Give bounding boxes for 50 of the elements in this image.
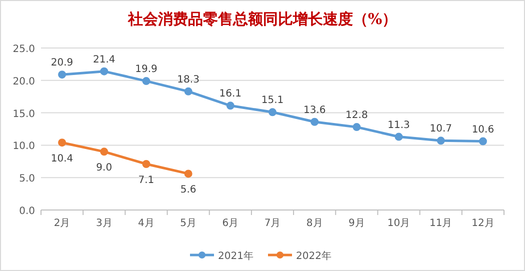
data-label: 12.8: [346, 110, 368, 122]
data-label: 7.1: [138, 174, 154, 186]
point: [436, 136, 445, 145]
x-tick-label: 6月: [222, 218, 239, 229]
x-tick-label: 3月: [96, 218, 112, 229]
point: [310, 118, 319, 126]
point: [100, 67, 108, 76]
x-tick-label: 4月: [138, 218, 154, 229]
point: [226, 102, 234, 110]
x-tick-label: 9月: [348, 218, 365, 229]
point: [58, 138, 66, 147]
x-tick-label: 12月: [472, 218, 494, 229]
data-label: 11.3: [388, 120, 410, 131]
data-label: 18.3: [177, 74, 200, 86]
data-label: 10.4: [50, 154, 74, 165]
x-tick-label: 10月: [387, 218, 410, 229]
legend-label: 2021年: [218, 250, 254, 262]
point: [268, 108, 276, 116]
data-label: 19.9: [135, 64, 158, 76]
point: [184, 170, 192, 178]
point: [394, 132, 403, 141]
y-tick-label: 15.0: [12, 108, 35, 120]
x-tick-label: 5月: [180, 218, 197, 229]
point: [142, 77, 150, 86]
point: [58, 70, 66, 79]
chart-title: 社会消费品零售总额同比增长速度（%）: [126, 10, 398, 28]
point: [352, 123, 361, 132]
data-label: 10.6: [472, 124, 494, 136]
x-tick-label: 7月: [264, 218, 281, 229]
point: [478, 137, 487, 146]
point: [100, 148, 108, 156]
legend-label: 2022年: [296, 250, 332, 262]
point: [142, 160, 150, 168]
point: [184, 87, 192, 96]
y-tick-label: 25.0: [12, 44, 35, 55]
data-label: 21.4: [93, 54, 116, 66]
x-tick-label: 11月: [429, 218, 452, 229]
x-tick-label: 8月: [306, 218, 323, 229]
data-label: 15.1: [261, 95, 284, 106]
data-label: 10.7: [430, 124, 452, 135]
data-label: 9.0: [96, 162, 112, 174]
data-label: 16.1: [219, 88, 242, 100]
data-label: 13.6: [303, 104, 326, 116]
y-tick-label: 20.0: [12, 76, 35, 88]
x-tick-label: 2月: [54, 218, 70, 229]
y-tick-label: 5.0: [19, 174, 35, 185]
y-tick-label: 10.0: [12, 141, 35, 152]
data-label: 20.9: [50, 58, 74, 69]
y-tick-label: 0.0: [19, 206, 35, 217]
data-label: 5.6: [180, 184, 196, 196]
